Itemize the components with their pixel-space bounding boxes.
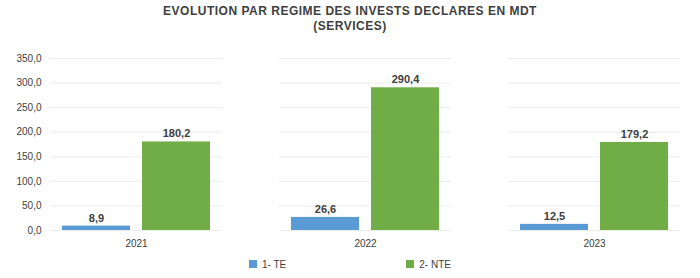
html-text:2- NTE: 2- NTE	[419, 258, 451, 270]
svg-text:2022: 2022	[354, 238, 377, 249]
svg-text:179,2: 179,2	[621, 128, 649, 140]
svg-text:8,9: 8,9	[89, 212, 104, 224]
svg-text:2021: 2021	[125, 238, 148, 249]
svg-text:150,0: 150,0	[16, 151, 41, 162]
svg-text:50,0: 50,0	[22, 200, 42, 211]
svg-text:300,0: 300,0	[16, 77, 41, 88]
html-text:(SERVICES): (SERVICES)	[313, 19, 387, 33]
svg-text:350,0: 350,0	[16, 53, 41, 64]
html-text:1- TE: 1- TE	[262, 258, 287, 270]
svg-text:100,0: 100,0	[16, 176, 41, 187]
svg-text:180,2: 180,2	[163, 127, 191, 139]
svg-text:26,6: 26,6	[315, 203, 336, 215]
svg-text:200,0: 200,0	[16, 126, 41, 137]
svg-text:290,4: 290,4	[392, 73, 420, 85]
html-text:EVOLUTION PAR REGIME DES INVES: EVOLUTION PAR REGIME DES INVESTS DECLARE…	[163, 4, 537, 18]
svg-text:2023: 2023	[583, 238, 606, 249]
svg-text:0,0: 0,0	[28, 225, 42, 236]
svg-text:250,0: 250,0	[16, 102, 41, 113]
svg-text:12,5: 12,5	[544, 210, 565, 222]
